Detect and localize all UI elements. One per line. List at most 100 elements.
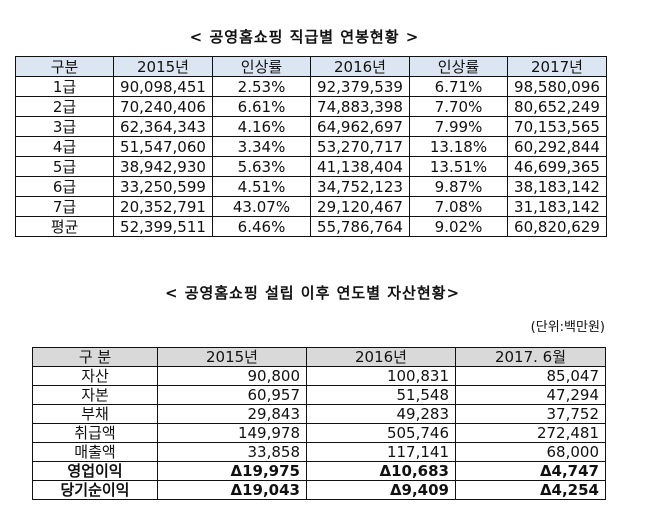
- value-cell: Δ4,747: [455, 461, 606, 481]
- rate-cell: 6.46%: [212, 216, 311, 237]
- grade-cell: 7급: [15, 196, 114, 217]
- rate-cell: 7.08%: [409, 196, 508, 217]
- asset-table: 구 분 2015년 2016년 2017. 6월 자산 90,800 100,8…: [32, 347, 606, 500]
- salary-cell: 53,270,717: [310, 136, 410, 157]
- value-cell: Δ4,254: [455, 480, 606, 500]
- header-cell-2015: 2015년: [157, 347, 307, 367]
- asset-table-title: < 공영홈쇼핑 설립 이후 연도별 자산현황>: [164, 284, 461, 302]
- grade-cell: 평균: [15, 216, 114, 237]
- rate-cell: 4.16%: [212, 116, 311, 137]
- item-label-cell: 당기순이익: [32, 480, 158, 500]
- rate-cell: 9.87%: [409, 176, 508, 197]
- value-cell: Δ10,683: [306, 461, 456, 481]
- header-cell-2017: 2017년: [507, 56, 607, 77]
- rate-cell: 6.71%: [409, 76, 508, 97]
- grade-cell: 3급: [15, 116, 114, 137]
- rate-cell: 9.02%: [409, 216, 508, 237]
- table-row: 부채 29,843 49,283 37,752: [32, 404, 606, 424]
- salary-cell: 80,652,249: [507, 96, 607, 117]
- table-row-net-income: 당기순이익 Δ19,043 Δ9,409 Δ4,254: [32, 480, 606, 500]
- table-row: 4급 51,547,060 3.34% 53,270,717 13.18% 60…: [15, 136, 607, 157]
- header-cell-2016: 2016년: [306, 347, 456, 367]
- header-cell-raise-rate-2016: 인상률: [212, 56, 311, 77]
- salary-cell: 64,962,697: [310, 116, 410, 137]
- table-row: 6급 33,250,599 4.51% 34,752,123 9.87% 38,…: [15, 176, 607, 197]
- value-cell: 37,752: [455, 404, 606, 424]
- table-row: 자산 90,800 100,831 85,047: [32, 366, 606, 386]
- rate-cell: 2.53%: [212, 76, 311, 97]
- table-row-average: 평균 52,399,511 6.46% 55,786,764 9.02% 60,…: [15, 216, 607, 237]
- grade-cell: 5급: [15, 156, 114, 177]
- item-label-cell: 자본: [32, 385, 158, 405]
- grade-cell: 6급: [15, 176, 114, 197]
- item-label-cell: 자산: [32, 366, 158, 386]
- table-row: 7급 20,352,791 43.07% 29,120,467 7.08% 31…: [15, 196, 607, 217]
- value-cell: Δ9,409: [306, 480, 456, 500]
- header-cell-2017-june: 2017. 6월: [455, 347, 606, 367]
- grade-cell: 2급: [15, 96, 114, 117]
- salary-table: 구분 2015년 인상률 2016년 인상률 2017년 1급 90,098,4…: [15, 56, 607, 237]
- value-cell: 85,047: [455, 366, 606, 386]
- salary-cell: 41,138,404: [310, 156, 410, 177]
- salary-cell: 90,098,451: [113, 76, 213, 97]
- rate-cell: 13.51%: [409, 156, 508, 177]
- table-row: 1급 90,098,451 2.53% 92,379,539 6.71% 98,…: [15, 76, 607, 97]
- value-cell: 90,800: [157, 366, 307, 386]
- item-label-cell: 영업이익: [32, 461, 158, 481]
- table-header-row: 구 분 2015년 2016년 2017. 6월: [32, 347, 606, 367]
- salary-cell: 38,183,142: [507, 176, 607, 197]
- salary-cell: 38,942,930: [113, 156, 213, 177]
- salary-cell: 31,183,142: [507, 196, 607, 217]
- salary-cell: 74,883,398: [310, 96, 410, 117]
- value-cell: 272,481: [455, 423, 606, 443]
- salary-cell: 60,820,629: [507, 216, 607, 237]
- header-cell-category: 구 분: [32, 347, 158, 367]
- rate-cell: 5.63%: [212, 156, 311, 177]
- salary-cell: 33,250,599: [113, 176, 213, 197]
- item-label-cell: 부채: [32, 404, 158, 424]
- rate-cell: 7.70%: [409, 96, 508, 117]
- salary-cell: 51,547,060: [113, 136, 213, 157]
- salary-cell: 29,120,467: [310, 196, 410, 217]
- table-row-operating-income: 영업이익 Δ19,975 Δ10,683 Δ4,747: [32, 461, 606, 481]
- salary-cell: 70,240,406: [113, 96, 213, 117]
- value-cell: 33,858: [157, 442, 307, 462]
- value-cell: 29,843: [157, 404, 307, 424]
- table-row: 자본 60,957 51,548 47,294: [32, 385, 606, 405]
- grade-cell: 1급: [15, 76, 114, 97]
- rate-cell: 13.18%: [409, 136, 508, 157]
- value-cell: 149,978: [157, 423, 307, 443]
- table-row: 취급액 149,978 505,746 272,481: [32, 423, 606, 443]
- rate-cell: 7.99%: [409, 116, 508, 137]
- table-row: 3급 62,364,343 4.16% 64,962,697 7.99% 70,…: [15, 116, 607, 137]
- table-row: 2급 70,240,406 6.61% 74,883,398 7.70% 80,…: [15, 96, 607, 117]
- table-header-row: 구분 2015년 인상률 2016년 인상률 2017년: [15, 56, 607, 77]
- rate-cell: 43.07%: [212, 196, 311, 217]
- rate-cell: 3.34%: [212, 136, 311, 157]
- salary-cell: 98,580,096: [507, 76, 607, 97]
- salary-cell: 46,699,365: [507, 156, 607, 177]
- salary-cell: 52,399,511: [113, 216, 213, 237]
- salary-cell: 70,153,565: [507, 116, 607, 137]
- item-label-cell: 취급액: [32, 423, 158, 443]
- value-cell: 68,000: [455, 442, 606, 462]
- salary-cell: 34,752,123: [310, 176, 410, 197]
- value-cell: 49,283: [306, 404, 456, 424]
- table-row: 5급 38,942,930 5.63% 41,138,404 13.51% 46…: [15, 156, 607, 177]
- value-cell: 51,548: [306, 385, 456, 405]
- salary-cell: 55,786,764: [310, 216, 410, 237]
- unit-label: (단위:백만원): [530, 320, 605, 335]
- value-cell: 47,294: [455, 385, 606, 405]
- rate-cell: 6.61%: [212, 96, 311, 117]
- value-cell: Δ19,975: [157, 461, 307, 481]
- value-cell: 505,746: [306, 423, 456, 443]
- header-cell-category: 구분: [15, 56, 114, 77]
- salary-cell: 20,352,791: [113, 196, 213, 217]
- value-cell: 60,957: [157, 385, 307, 405]
- value-cell: 100,831: [306, 366, 456, 386]
- salary-table-title: < 공영홈쇼핑 직급별 연봉현황 >: [189, 28, 420, 46]
- value-cell: 117,141: [306, 442, 456, 462]
- item-label-cell: 매출액: [32, 442, 158, 462]
- salary-cell: 62,364,343: [113, 116, 213, 137]
- table-row: 매출액 33,858 117,141 68,000: [32, 442, 606, 462]
